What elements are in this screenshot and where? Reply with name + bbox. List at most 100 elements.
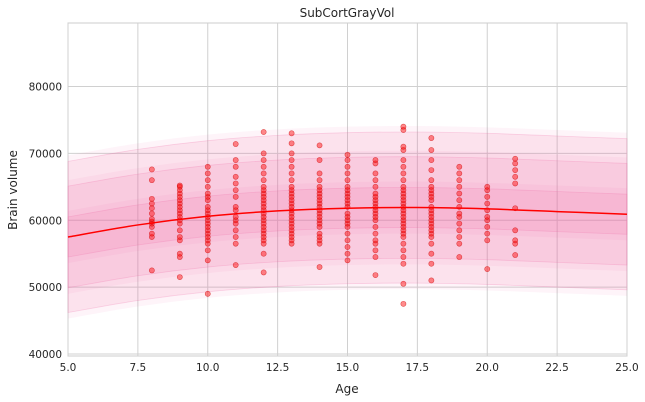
- data-point: [316, 264, 323, 270]
- data-point: [232, 234, 239, 240]
- x-tick-label: 7.5: [130, 362, 147, 374]
- chart-title: SubCortGrayVol: [300, 6, 395, 20]
- data-point: [176, 183, 183, 190]
- data-point: [344, 210, 351, 217]
- data-point: [204, 170, 211, 177]
- band-outer-fringe: [68, 181, 627, 264]
- data-point: [344, 250, 351, 257]
- data-point: [288, 140, 295, 147]
- data-point: [204, 163, 211, 170]
- gridlines: [67, 23, 628, 356]
- data-point: [400, 240, 407, 247]
- data-point: [204, 183, 211, 190]
- data-point: [260, 157, 267, 163]
- data-point: [400, 300, 407, 307]
- data-point: [428, 250, 435, 257]
- data-point: [512, 173, 519, 180]
- data-point: [428, 177, 435, 184]
- data-point: [148, 195, 155, 202]
- prediction-band: [67, 187, 628, 258]
- fit-curve: [67, 206, 628, 238]
- data-point: [372, 272, 379, 278]
- data-point: [288, 170, 295, 177]
- data-point: [260, 269, 267, 276]
- data-point: [428, 240, 435, 247]
- data-point: [260, 250, 267, 257]
- prediction-band: [67, 131, 628, 314]
- data-point: [148, 216, 155, 222]
- data-point: [260, 150, 267, 157]
- data-point: [372, 247, 379, 254]
- data-point: [400, 247, 407, 254]
- data-point: [316, 230, 323, 237]
- data-point: [288, 150, 295, 157]
- data-points: [148, 123, 519, 307]
- data-point: [456, 177, 463, 184]
- data-point: [400, 163, 407, 170]
- data-point: [372, 237, 379, 244]
- y-tick-label: 70000: [29, 148, 62, 160]
- data-point: [372, 254, 379, 260]
- data-point: [512, 237, 519, 244]
- data-point: [512, 155, 519, 162]
- data-point: [512, 227, 519, 234]
- x-tick-label: 15.0: [336, 362, 359, 374]
- data-point: [316, 170, 323, 177]
- data-point: [176, 234, 183, 240]
- data-point: [232, 180, 239, 187]
- y-tick-label: 50000: [29, 282, 62, 294]
- data-point: [344, 230, 351, 237]
- data-point: [456, 163, 463, 170]
- data-point: [288, 130, 295, 137]
- data-point: [232, 227, 239, 234]
- data-point: [148, 205, 155, 212]
- data-point: [456, 240, 463, 247]
- data-point: [400, 177, 407, 184]
- data-point: [512, 180, 519, 187]
- data-point: [204, 257, 211, 264]
- data-point: [400, 183, 407, 190]
- data-point: [372, 183, 379, 190]
- data-point: [148, 200, 155, 207]
- data-point: [260, 183, 267, 190]
- data-point: [232, 141, 239, 147]
- x-tick-label: 17.5: [406, 362, 429, 374]
- data-point: [372, 157, 379, 163]
- data-point: [344, 237, 351, 244]
- data-point: [372, 224, 379, 230]
- data-point: [204, 247, 211, 254]
- data-point: [400, 157, 407, 163]
- data-point: [344, 257, 351, 264]
- data-point: [260, 170, 267, 177]
- data-point: [372, 230, 379, 237]
- x-tick-label: 25.0: [615, 362, 638, 374]
- data-point: [428, 147, 435, 153]
- data-point: [372, 170, 379, 177]
- data-point: [260, 129, 267, 135]
- data-point: [428, 157, 435, 163]
- data-point: [400, 260, 407, 267]
- data-point: [232, 157, 239, 163]
- data-point: [484, 237, 491, 244]
- data-point: [456, 183, 463, 190]
- data-point: [176, 182, 183, 189]
- data-point: [428, 203, 435, 210]
- data-point: [484, 214, 491, 220]
- data-point: [316, 157, 323, 163]
- data-point: [512, 252, 519, 258]
- y-tick-label: 80000: [29, 82, 62, 94]
- data-point: [484, 230, 491, 237]
- data-point: [344, 177, 351, 184]
- data-point: [344, 157, 351, 163]
- data-point: [456, 254, 463, 260]
- data-point: [316, 183, 323, 190]
- y-tick-label: 40000: [29, 349, 62, 361]
- data-point: [428, 260, 435, 267]
- data-point: [344, 170, 351, 177]
- data-point: [204, 203, 211, 210]
- data-point: [260, 163, 267, 170]
- data-point: [232, 262, 239, 268]
- data-point: [260, 177, 267, 184]
- data-point: [204, 177, 211, 184]
